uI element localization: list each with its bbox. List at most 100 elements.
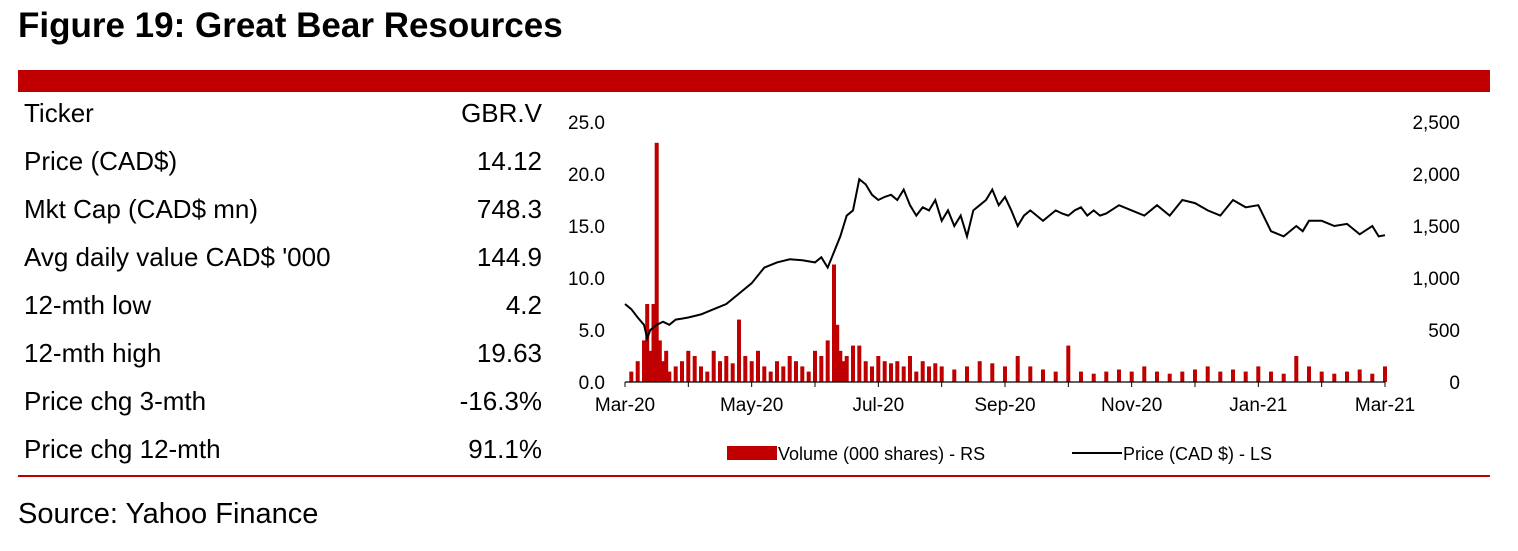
- volume-bar: [1167, 373, 1172, 382]
- volume-bar: [718, 361, 722, 382]
- volume-bar: [1015, 356, 1020, 382]
- volume-bar: [870, 366, 874, 382]
- legend-volume-swatch: [727, 446, 777, 460]
- volume-bar: [787, 356, 792, 382]
- volume-bar: [990, 363, 995, 382]
- volume-bar: [1370, 373, 1375, 382]
- volume-bar: [629, 371, 634, 382]
- volume-bar: [686, 350, 691, 382]
- volume-bar: [737, 319, 741, 382]
- volume-bar: [1269, 371, 1273, 382]
- left-tick-label: 25.0: [568, 113, 605, 134]
- x-tick-label: Mar-20: [595, 395, 655, 416]
- volume-bar: [977, 361, 982, 382]
- metric-value: -16.3%: [459, 386, 542, 416]
- volume-bar: [654, 142, 659, 382]
- volume-bar: [642, 340, 646, 382]
- volume-bar: [908, 356, 912, 382]
- metric-row: 12-mth low 4.2: [24, 290, 542, 330]
- volume-bar: [756, 350, 760, 382]
- volume-bar: [1231, 369, 1235, 382]
- bottom-divider: [18, 475, 1490, 477]
- volume-bar: [1091, 373, 1096, 382]
- volume-bar: [1155, 371, 1159, 382]
- metric-row: 12-mth high 19.63: [24, 338, 542, 378]
- metric-row: Price chg 12-mth 91.1%: [24, 434, 542, 474]
- volume-bar: [825, 340, 830, 382]
- volume-bar: [1243, 371, 1248, 382]
- volume-bar: [1117, 369, 1121, 382]
- price-volume-chart: Mar-20 May-20 Jul-20 Sep-20 Nov-20 Jan-21 Mar-…: [568, 113, 1460, 464]
- right-tick-label: 500: [1428, 321, 1460, 342]
- volume-bar: [832, 264, 836, 382]
- source-note: Source: Yahoo Finance: [18, 498, 319, 530]
- volume-bar: [876, 356, 881, 382]
- left-tick-label: 15.0: [568, 217, 605, 238]
- volume-bar: [1066, 345, 1071, 382]
- volume-bar: [1142, 366, 1147, 382]
- volume-bar: [1028, 366, 1033, 382]
- volume-bar: [863, 361, 868, 382]
- right-tick-label: 1,500: [1412, 217, 1460, 238]
- left-tick-label: 5.0: [579, 321, 605, 342]
- volume-bar: [743, 356, 748, 382]
- left-tick-label: 10.0: [568, 269, 605, 290]
- volume-bar: [927, 366, 931, 382]
- volume-bar: [838, 350, 843, 382]
- volume-bar: [1129, 371, 1134, 382]
- metric-value: 4.2: [505, 290, 542, 320]
- volume-bar: [711, 350, 716, 382]
- right-tick-label: 2,500: [1412, 113, 1460, 134]
- metric-label: Price chg 12-mth: [24, 434, 221, 464]
- volume-bar: [705, 371, 710, 382]
- volume-bar: [1332, 373, 1337, 382]
- metric-label: Avg daily value CAD$ '000: [24, 242, 331, 272]
- x-tick-label: May-20: [720, 395, 783, 416]
- volume-bar: [1193, 369, 1197, 382]
- volume-bar: [1205, 366, 1210, 382]
- left-tick-label: 0.0: [579, 373, 605, 394]
- volume-bar: [651, 304, 656, 382]
- volume-bar: [1281, 373, 1286, 382]
- volume-bar: [699, 366, 703, 382]
- metric-label: 12-mth high: [24, 338, 162, 368]
- left-tick-label: 20.0: [568, 165, 605, 186]
- volume-bar: [933, 363, 938, 382]
- metric-label: 12-mth low: [24, 290, 152, 320]
- volume-bar: [775, 361, 779, 382]
- volume-bar: [1383, 366, 1387, 382]
- volume-bar: [800, 366, 805, 382]
- volume-bar: [1041, 369, 1045, 382]
- legend-price-label: Price (CAD $) - LS: [1123, 444, 1272, 464]
- metric-value: GBR.V: [461, 98, 542, 128]
- volume-bar: [806, 371, 811, 382]
- volume-bar: [1294, 356, 1299, 382]
- volume-bar: [952, 369, 957, 382]
- volume-bar: [762, 366, 767, 382]
- price-line: [624, 177, 1386, 342]
- metric-row: Mkt Cap (CAD$ mn) 748.3: [24, 194, 542, 234]
- metric-row: Avg daily value CAD$ '000 144.9: [24, 242, 542, 282]
- metric-row: Price chg 3-mth -16.3%: [24, 386, 542, 426]
- metric-value: 14.12: [476, 146, 542, 176]
- volume-bar: [645, 304, 650, 382]
- legend-volume-label: Volume (000 shares) - RS: [778, 444, 985, 464]
- volume-bar: [794, 361, 798, 382]
- figure-title: Figure 19: Great Bear Resources: [18, 6, 563, 45]
- volume-bar: [1180, 371, 1185, 382]
- volume-bar: [657, 340, 662, 382]
- metric-label: Ticker: [24, 98, 94, 128]
- volume-bar: [1218, 371, 1223, 382]
- metric-value: 748.3: [476, 194, 542, 224]
- metric-row: Price (CAD$) 14.12: [24, 146, 542, 186]
- volume-bar: [635, 361, 640, 382]
- volume-bar: [661, 361, 665, 382]
- volume-bar: [664, 350, 669, 382]
- x-tick-label: Jul-20: [852, 395, 904, 416]
- header-red-bar: [18, 70, 1490, 92]
- volume-bar: [813, 350, 817, 382]
- volume-bar: [730, 363, 735, 382]
- volume-bar: [673, 366, 678, 382]
- volume-bar: [1003, 366, 1007, 382]
- metric-value: 91.1%: [468, 434, 542, 464]
